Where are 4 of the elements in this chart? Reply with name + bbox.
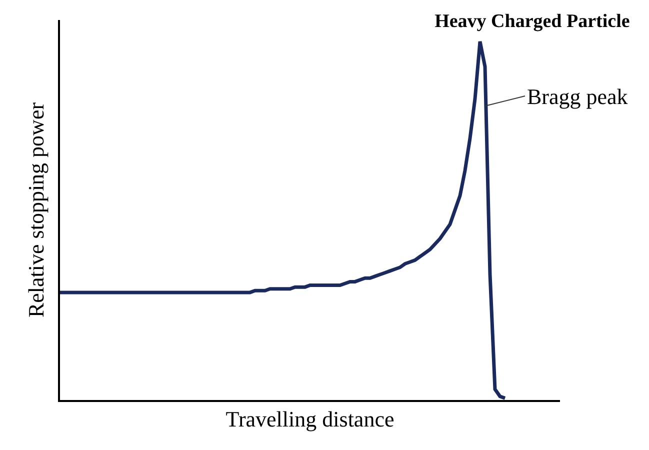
text: Bragg peak (527, 84, 628, 109)
chart-title: Heavy Charged Particle (434, 10, 630, 32)
y-axis-title: Relative stopping power (24, 102, 49, 318)
x-axis-title: Travelling distance (226, 406, 394, 432)
